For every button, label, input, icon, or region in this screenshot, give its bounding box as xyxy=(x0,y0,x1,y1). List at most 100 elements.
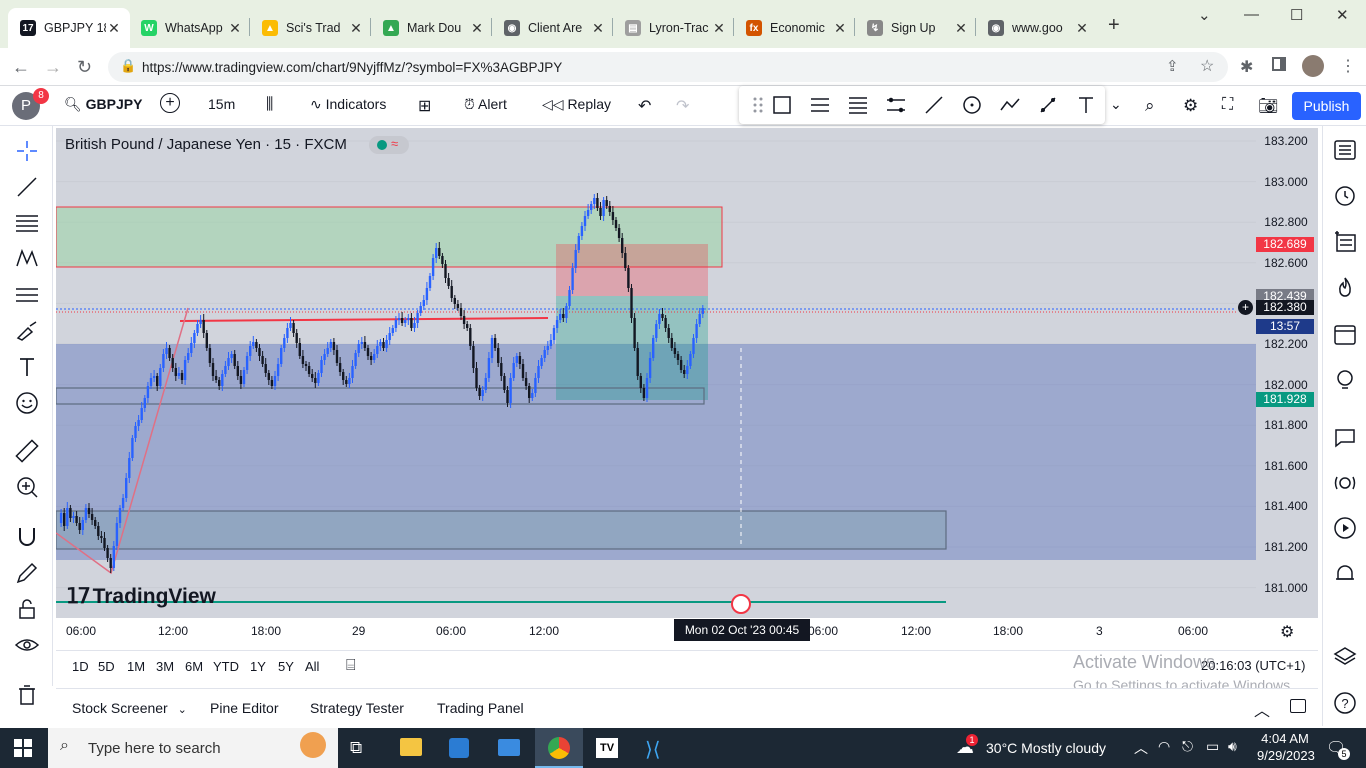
quick-search-icon[interactable]: ⌕ xyxy=(1145,96,1155,115)
fib-retracement-icon[interactable] xyxy=(809,94,831,116)
bookmark-star-icon[interactable]: ☆ xyxy=(1200,58,1215,75)
streams-icon[interactable] xyxy=(1333,471,1357,495)
brush-tool-icon[interactable] xyxy=(1037,94,1059,116)
tab-strategy-tester[interactable]: Strategy Tester xyxy=(310,700,404,716)
interval-button[interactable]: 15m xyxy=(208,96,236,112)
browser-tab[interactable]: W WhatsApp ✕ xyxy=(129,8,251,48)
minimize-button[interactable]: — xyxy=(1244,6,1259,23)
indicators-button[interactable]: ∿ Indicators xyxy=(310,96,386,113)
tab-close-icon[interactable]: ✕ xyxy=(955,19,967,36)
browser-tab[interactable]: ↯ Sign Up ✕ xyxy=(855,8,977,48)
drag-handle-icon[interactable] xyxy=(747,94,769,116)
ruler-icon[interactable] xyxy=(14,438,40,464)
omnibox[interactable]: 🔒 https://www.tradingview.com/chart/9Nyj… xyxy=(108,52,1228,82)
menu-kebab-icon[interactable]: ⋮ xyxy=(1340,58,1356,75)
trash-icon[interactable] xyxy=(14,682,40,708)
network-icon[interactable]: ⎋ xyxy=(1182,738,1194,754)
market-status-pill[interactable]: ≈ xyxy=(369,136,409,154)
browser-tab[interactable]: ◉ Client Are ✕ xyxy=(492,8,614,48)
tradingview-app-icon[interactable]: TV xyxy=(596,738,618,758)
tab-trading-panel[interactable]: Trading Panel xyxy=(437,700,524,716)
tab-stock-screener[interactable]: Stock Screener ⌄ xyxy=(72,700,187,716)
replay-button[interactable]: ◁◁ Replay xyxy=(542,96,611,113)
prediction-tool-icon[interactable] xyxy=(14,282,40,308)
gann-fan-icon[interactable] xyxy=(885,94,907,116)
compare-add-icon[interactable]: + xyxy=(160,93,180,113)
maximize-panel-icon[interactable] xyxy=(1290,699,1306,713)
help-icon[interactable]: ? xyxy=(1333,691,1357,715)
reload-icon[interactable]: ↻ xyxy=(77,57,93,77)
tab-close-icon[interactable]: ✕ xyxy=(229,19,241,36)
symbol-search-button[interactable]: 🔍︎ GBPJPY xyxy=(64,96,142,113)
time-axis[interactable]: 06:00 12:00 18:00 29 06:00 12:00 06:00 12:00 18:… xyxy=(56,618,1318,644)
tray-chevron-icon[interactable]: ︿ xyxy=(1134,740,1148,756)
price-chart[interactable] xyxy=(56,128,1256,618)
notifications-bell-icon[interactable] xyxy=(1333,562,1357,586)
layers-icon[interactable] xyxy=(1333,644,1357,668)
store-icon[interactable] xyxy=(449,738,469,758)
file-explorer-icon[interactable] xyxy=(400,738,422,756)
range-button[interactable]: 5D xyxy=(98,659,115,674)
tab-close-icon[interactable]: ✕ xyxy=(834,19,846,36)
stay-drawing-pencil-icon[interactable] xyxy=(14,560,40,586)
pattern-tool-icon[interactable] xyxy=(14,246,40,272)
forward-icon[interactable]: → xyxy=(44,57,62,77)
watchlist-icon[interactable] xyxy=(1333,138,1357,162)
candles-style-icon[interactable]: ⫼ xyxy=(266,96,274,113)
range-button[interactable]: 1M xyxy=(127,659,146,674)
trend-line-icon[interactable] xyxy=(923,94,945,116)
range-button[interactable]: 6M xyxy=(185,659,204,674)
tab-close-icon[interactable]: ✕ xyxy=(713,19,725,36)
layouts-grid-icon[interactable]: ⊞ xyxy=(418,98,432,115)
ideas-lightbulb-icon[interactable] xyxy=(1333,368,1357,392)
tab-close-icon[interactable]: ✕ xyxy=(592,19,604,36)
maximize-button[interactable]: ☐ xyxy=(1290,7,1304,24)
taskbar-search-box[interactable]: ⌕ Type here to search xyxy=(48,728,338,768)
text-icon[interactable] xyxy=(14,354,40,380)
text-tool-icon[interactable] xyxy=(1075,94,1097,116)
browser-tab[interactable]: ◉ www.goo ✕ xyxy=(976,8,1098,48)
tab-close-icon[interactable]: ✕ xyxy=(108,19,120,36)
calendar-icon[interactable] xyxy=(1333,322,1357,346)
alerts-clock-icon[interactable] xyxy=(1333,183,1357,207)
browser-tab[interactable]: 17 GBPJPY 18 ✕ xyxy=(8,8,130,48)
data-window-icon[interactable] xyxy=(1333,230,1357,254)
range-button[interactable]: 1Y xyxy=(250,659,266,674)
task-view-icon[interactable]: ⧉ xyxy=(350,738,363,757)
rectangle-tool-icon[interactable] xyxy=(771,94,793,116)
parallel-channel-icon[interactable] xyxy=(847,94,869,116)
range-button[interactable]: All xyxy=(305,659,320,674)
brush-icon[interactable] xyxy=(14,318,40,344)
side-panel-icon[interactable] xyxy=(1272,57,1286,71)
range-button[interactable]: YTD xyxy=(213,659,239,674)
fib-tool-icon[interactable] xyxy=(14,210,40,236)
close-window-button[interactable]: ✕ xyxy=(1336,7,1349,24)
add-alert-plus-icon[interactable]: + xyxy=(1238,300,1253,315)
tab-close-icon[interactable]: ✕ xyxy=(350,19,362,36)
ideas-stream-icon[interactable] xyxy=(1333,516,1357,540)
windows-start-icon[interactable] xyxy=(14,739,32,757)
scale-settings-icon[interactable]: ⚙ xyxy=(1280,624,1295,641)
browser-tab[interactable]: ▲ Mark Dou ✕ xyxy=(371,8,493,48)
vscode-icon[interactable]: ⟩⟨ xyxy=(645,739,661,761)
tab-search-chevron-icon[interactable]: ⌄ xyxy=(1198,7,1211,24)
drawbar-collapse-chevron-icon[interactable]: ⌄ xyxy=(1110,96,1122,112)
browser-tab[interactable]: ▤ Lyron-Trac ✕ xyxy=(613,8,735,48)
chrome-taskbar-button[interactable] xyxy=(535,728,583,768)
extensions-icon[interactable]: ✱ xyxy=(1240,59,1254,76)
range-button[interactable]: 1D xyxy=(72,659,89,674)
new-tab-button[interactable]: + xyxy=(1108,14,1120,36)
hotlists-flame-icon[interactable] xyxy=(1333,276,1357,300)
wifi-icon[interactable]: ◠ xyxy=(1158,738,1171,754)
url-text[interactable]: https://www.tradingview.com/chart/9Nyjff… xyxy=(142,60,563,75)
emoji-icon[interactable] xyxy=(14,390,40,416)
profile-avatar[interactable] xyxy=(1302,55,1324,77)
undo-icon[interactable]: ↶ xyxy=(638,98,652,115)
path-tool-icon[interactable] xyxy=(999,94,1021,116)
chart-pane[interactable]: British Pound / Japanese Yen · 15 · FXCM… xyxy=(56,128,1318,618)
fullscreen-icon[interactable]: ⛶ xyxy=(1222,96,1234,113)
line-tool-icon[interactable] xyxy=(14,174,40,200)
price-scale[interactable]: 183.200183.000182.800182.600182.400182.2… xyxy=(1238,128,1318,618)
battery-icon[interactable]: ▭ xyxy=(1206,738,1220,754)
magnet-icon[interactable] xyxy=(14,524,40,550)
